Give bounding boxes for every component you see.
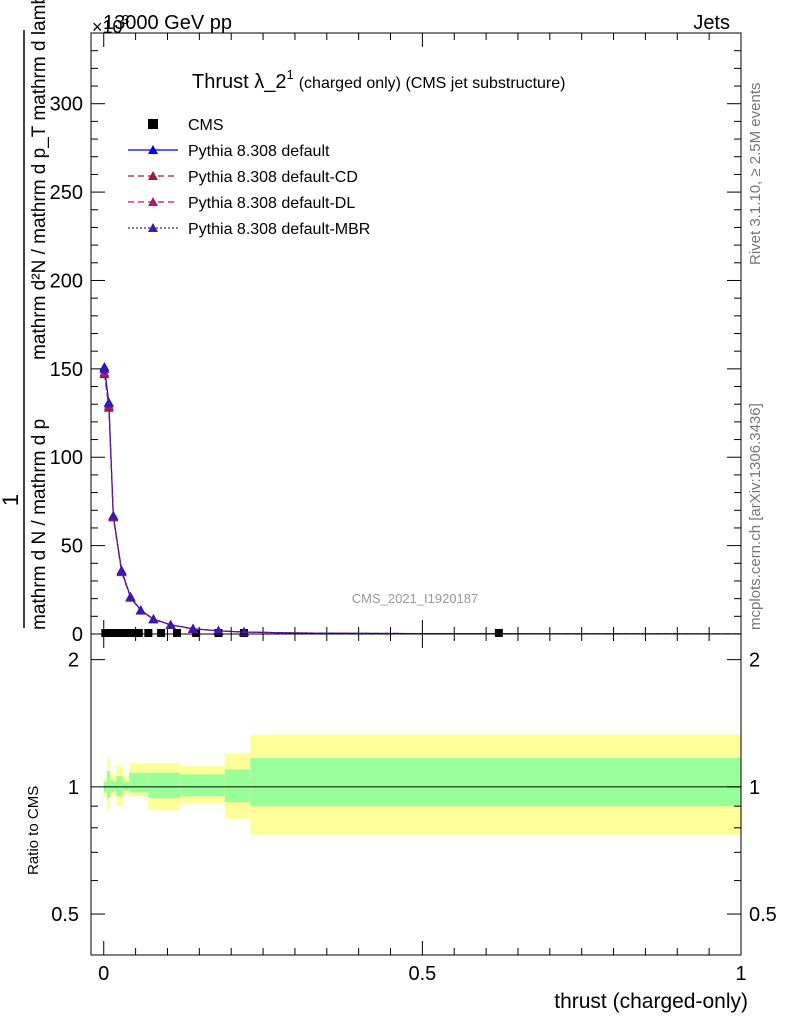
plot-subtitle: (charged only) (CMS jet substructure) [299,75,566,92]
ratio-y-tick-label: 0.5 [51,904,79,926]
series-marker-4 [148,614,159,624]
cms-data-point [134,629,143,637]
ratio-y-tick-label-right: 0.5 [749,904,777,926]
cms-data-point [192,629,201,637]
cms-data-point [157,629,166,637]
series-marker-4 [116,565,127,575]
x-tick-label: 0 [98,963,109,985]
legend-label: Pythia 8.308 default-MBR [188,221,370,238]
cms-data-point [117,629,126,637]
y-tick-label: 50 [61,536,83,558]
exponent-power: 3 [122,12,129,27]
ratio-inner-band-bin [122,781,130,791]
series-marker-4 [108,510,119,520]
header-right: Jets [693,12,730,34]
ratio-y-tick-label-right: 2 [749,650,760,672]
legend-swatch-cms [148,119,158,129]
ratio-inner-band-bin [148,772,181,799]
ratio-inner-band-bin [113,781,117,791]
series-marker-4 [213,625,224,635]
y-axis-label-num: 1 [0,494,23,506]
x-tick-label: 0.5 [408,963,436,985]
cms-data-point [494,629,503,637]
legend-label: CMS [188,117,224,134]
ratio-inner-band-bin [110,779,114,793]
legend-marker [148,171,158,180]
ratio-inner-band-bin [180,774,225,797]
ratio-y-label: Ratio to CMS [25,786,42,875]
y-tick-label: 0 [72,624,83,646]
y-axis-label: 1 mathrm d N / mathrm d p mathrm d²N / m… [0,0,50,630]
y-tick-label: 200 [50,270,83,292]
mcplots-label: mcplots.cern.ch [arXiv:1306.3436] [747,403,764,630]
legend-label: Pythia 8.308 default-DL [188,195,355,212]
cms-data-point [144,629,153,637]
y-axis-label-right: mathrm d²N / mathrm d p_T mathrm d lambd… [29,0,50,360]
cms-data-point [173,629,182,637]
series-marker-4 [103,398,114,408]
ratio-inner-band-bin [224,769,251,803]
ratio-y-tick-label-right: 1 [749,777,760,799]
series-marker-4 [187,623,198,633]
ratio-inner-band-bin [116,776,123,797]
ratio-inner-band-bin [106,771,111,799]
exponent-label: ×10 [92,17,123,37]
series-marker-4 [135,605,146,615]
legend-marker [148,197,158,206]
series-marker-4 [125,591,136,601]
legend-marker [148,145,158,154]
plot-title-main: Thrust λ_2 [192,71,286,93]
y-tick-label: 250 [50,182,83,204]
y-tick-label: 150 [50,359,83,381]
legend-label: Pythia 8.308 default [188,143,330,160]
y-tick-label: 100 [50,447,83,469]
ratio-y-tick-label: 1 [68,777,79,799]
main-plot-panel: 0 50 100 150 200 250 300 [50,32,742,955]
series-marker-4 [99,363,110,373]
legend: CMS Pythia 8.308 default Pythia 8.308 defa… [128,117,370,238]
ratio-plot-panel: 0 0.5 1 0.5 0.5 1 1 2 2 [51,633,777,985]
ratio-inner-band-bin [250,758,741,807]
plot-title: Thrust λ_21 (charged only) (CMS jet subst… [192,67,565,93]
cms-data-point [128,629,137,637]
header-left: 13000 GeV pp [103,12,232,34]
legend-marker [148,223,158,232]
legend-label: Pythia 8.308 default-CD [188,169,358,186]
x-tick-label: 1 [735,963,746,985]
ratio-y-tick-label: 2 [68,650,79,672]
watermark: CMS_2021_I1920187 [352,591,479,606]
y-axis-label-den: mathrm d N / mathrm d p [29,419,50,630]
series-marker-4 [165,619,176,629]
rivet-label: Rivet 3.1.10, ≥ 2.5M events [747,83,764,266]
plot-title-sup: 1 [286,67,293,82]
y-tick-label: 300 [50,94,83,116]
x-axis-label: thrust (charged-only) [554,990,748,1013]
cms-data-point [122,629,131,637]
ratio-frame [90,633,742,956]
ratio-inner-band-bin [129,772,149,793]
